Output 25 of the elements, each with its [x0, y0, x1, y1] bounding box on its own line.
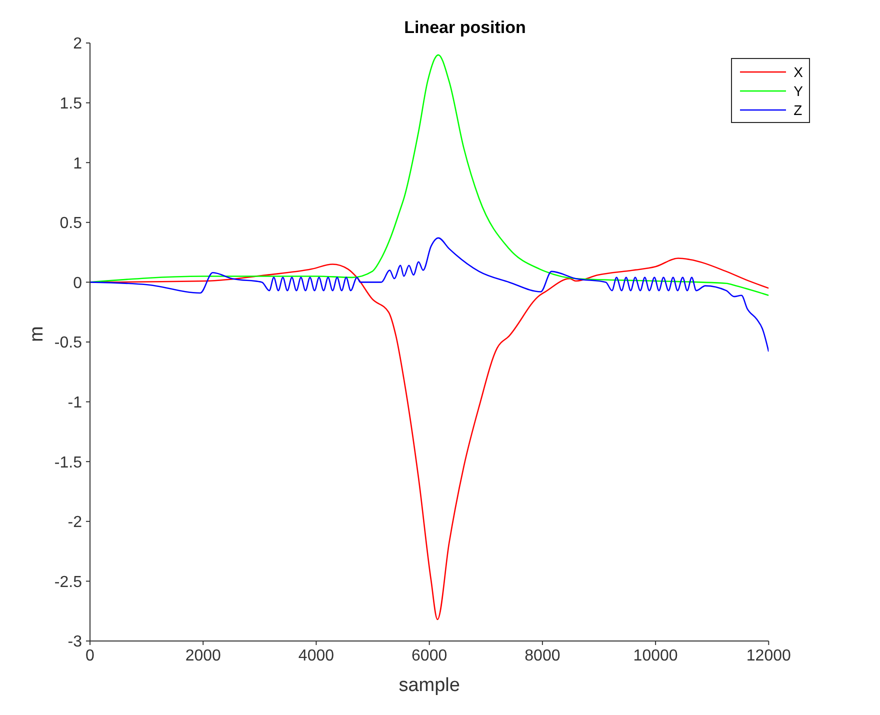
x-tick-label: 4000	[298, 647, 334, 664]
y-tick-label: 2	[73, 36, 82, 53]
y-tick-label: -2.5	[54, 574, 82, 591]
legend-label: X	[794, 64, 803, 80]
y-axis-title: m	[26, 326, 48, 342]
x-tick-label: 0	[86, 647, 95, 664]
y-tick-label: 0.5	[60, 215, 82, 232]
line-series	[90, 237, 769, 352]
y-tick-label: -1.5	[54, 454, 82, 472]
y-tick-label: 1	[73, 155, 82, 172]
y-tick-label: 1.5	[60, 95, 82, 112]
y-tick-label: -1	[68, 394, 82, 412]
legend-label: Z	[794, 102, 802, 118]
x-axis-title: sample	[398, 675, 460, 696]
chart-title: Linear position	[403, 18, 527, 38]
y-tick-label: 0	[73, 274, 82, 292]
x-tick-label: 12000	[746, 647, 791, 664]
y-tick-label: -3	[68, 634, 82, 651]
y-tick-label: -0.5	[54, 334, 82, 352]
x-tick-label: 6000	[412, 647, 448, 664]
y-tick-label: -2	[68, 514, 82, 532]
x-tick-label: 8000	[524, 647, 560, 664]
legend-label: Y	[794, 82, 803, 98]
x-tick-label: 2000	[185, 647, 222, 664]
x-tick-label: 10000	[633, 647, 678, 664]
